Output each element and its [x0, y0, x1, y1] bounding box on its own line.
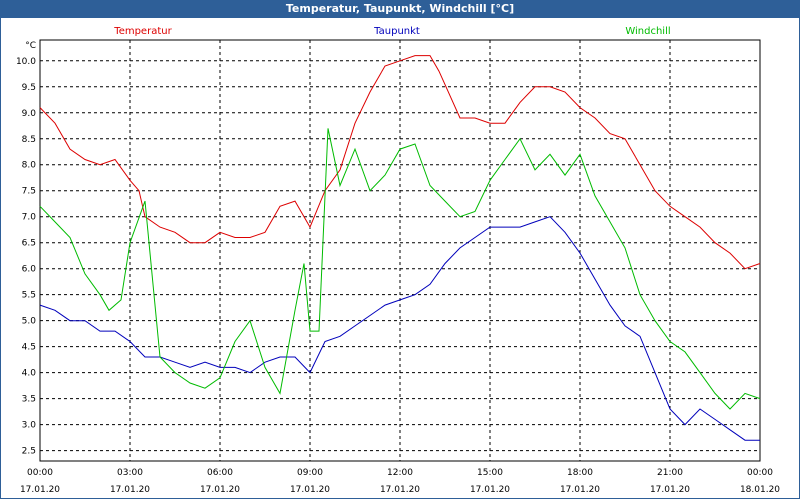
series-line-windchill	[39, 128, 761, 410]
axis-labels: 2.5 3.0 3.5 4.0 4.5 5.0 5.5 6.0 6.5 7.0 7.5 8.0 8.5 9…	[16, 41, 780, 495]
plot-border	[39, 39, 761, 462]
y-tick-label: 8.5	[22, 135, 36, 145]
legend: Temperatur Taupunkt Windchill	[113, 26, 670, 37]
x-tick-date: 18.01.20	[740, 485, 780, 495]
x-tick-time: 12:00	[387, 468, 413, 478]
x-tick-time: 00:00	[747, 468, 773, 478]
x-tick-time: 03:00	[117, 468, 143, 478]
x-tick-time: 06:00	[207, 468, 233, 478]
series-line-temperatur	[39, 55, 761, 270]
y-tick-label: 6.0	[22, 265, 37, 275]
y-tick-label: 4.5	[22, 343, 36, 353]
x-tick-time: 00:00	[27, 468, 53, 478]
x-tick-date: 17.01.20	[380, 485, 420, 495]
y-tick-label: 7.5	[22, 187, 36, 197]
x-tick-date: 17.01.20	[200, 485, 240, 495]
x-tick-date: 17.01.20	[20, 485, 60, 495]
y-tick-label: 6.5	[22, 239, 36, 249]
x-tick-date: 17.01.20	[290, 485, 330, 495]
legend-item-taupunkt: Taupunkt	[373, 26, 420, 37]
y-tick-label: 5.0	[22, 317, 37, 327]
x-tick-time: 18:00	[567, 468, 593, 478]
x-tick-time: 09:00	[297, 468, 323, 478]
y-tick-label: 10.0	[16, 57, 36, 67]
x-tick-time: 15:00	[477, 468, 503, 478]
x-tick-date: 17.01.20	[650, 485, 690, 495]
y-unit-label: °C	[25, 41, 36, 51]
series-layer	[39, 55, 761, 441]
y-tick-label: 9.0	[22, 109, 37, 119]
y-tick-label: 7.0	[22, 213, 37, 223]
y-tick-label: 3.5	[22, 395, 36, 405]
x-tick-date: 17.01.20	[110, 485, 150, 495]
y-tick-label: 4.0	[22, 369, 37, 379]
y-tick-label: 3.0	[22, 421, 37, 431]
legend-item-temperatur: Temperatur	[113, 26, 172, 37]
y-tick-label: 9.5	[22, 83, 36, 93]
y-tick-label: 8.0	[22, 161, 37, 171]
chart-title: Temperatur, Taupunkt, Windchill [°C]	[0, 0, 800, 18]
y-tick-label: 2.5	[22, 447, 36, 457]
legend-item-windchill: Windchill	[625, 26, 670, 37]
x-tick-date: 17.01.20	[560, 485, 600, 495]
x-tick-time: 21:00	[657, 468, 683, 478]
x-tick-date: 17.01.20	[470, 485, 510, 495]
y-tick-label: 5.5	[22, 291, 36, 301]
grid	[40, 40, 760, 461]
